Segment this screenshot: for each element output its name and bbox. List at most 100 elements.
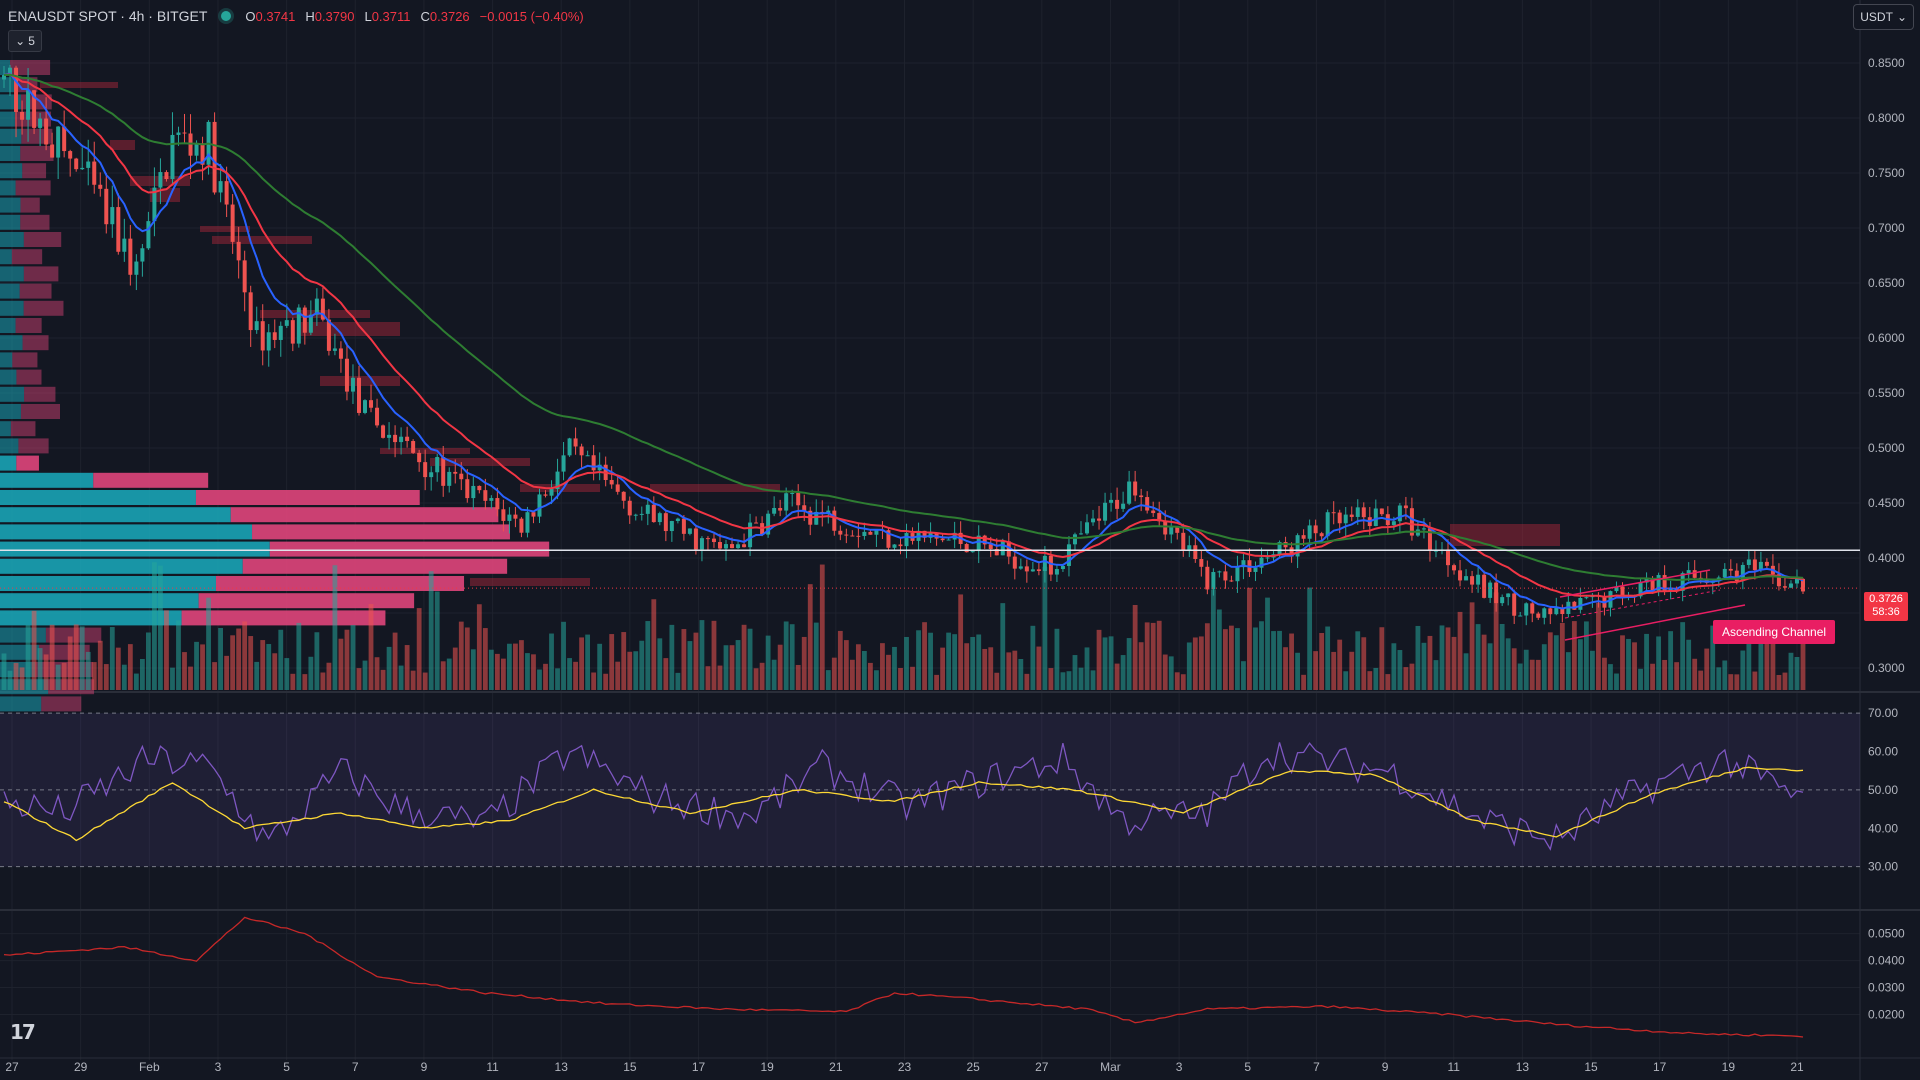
candle-body [609, 480, 614, 485]
volume-bar [1216, 609, 1222, 690]
lower-indicator-pane[interactable] [3, 916, 1804, 1038]
time-axis-label: 11 [1447, 1060, 1460, 1074]
volume-bar [115, 647, 121, 690]
volume-bar [1469, 602, 1475, 690]
volume-profile-bar [0, 352, 13, 368]
volume-bar [19, 667, 25, 690]
volume-bar [1271, 631, 1276, 690]
volume-bar [994, 672, 1000, 690]
supply-zone [1450, 524, 1560, 546]
volume-bar [1108, 636, 1114, 690]
ohlc-high: H0.3790 [305, 8, 355, 24]
time-axis-label: 21 [829, 1060, 843, 1074]
candle-body [1259, 557, 1264, 568]
volume-bar [1042, 566, 1048, 690]
volume-bar [591, 672, 597, 690]
candle-body [459, 473, 464, 480]
candle-body [573, 438, 578, 447]
candle-body [850, 535, 855, 537]
volume-bar [717, 665, 723, 690]
time-axis-label: 7 [352, 1060, 359, 1074]
candle-body [326, 319, 331, 351]
candle-body [194, 143, 199, 156]
candle-body [1530, 603, 1535, 614]
time-axis-label: 17 [1653, 1060, 1667, 1074]
volume-bar [1229, 625, 1234, 690]
candle-body [170, 134, 175, 180]
volume-bar [801, 636, 807, 690]
volume-bar [1571, 621, 1577, 690]
candle-body [1500, 597, 1505, 604]
volume-bar [1150, 622, 1156, 690]
horizontal-levels[interactable] [0, 549, 1860, 589]
last-price-badge: 0.3726 58:36 [1864, 592, 1908, 621]
volume-bar [362, 660, 368, 690]
moving-averages [3, 72, 1804, 610]
candle-body [266, 332, 271, 351]
volume-profile-bar [0, 60, 11, 75]
ascending-channel-drawing[interactable] [1559, 569, 1746, 641]
candle-body [1391, 521, 1396, 526]
price-scale-label: 0.5500 [1868, 386, 1905, 400]
candle-body [236, 241, 241, 261]
volume-profile-bar [16, 369, 42, 385]
candle-body [1181, 532, 1186, 551]
candle-body [1097, 518, 1102, 521]
candle-body [868, 531, 873, 535]
candle-body [1801, 578, 1805, 592]
price-scale-label: 0.8500 [1868, 56, 1905, 70]
volume-bar [37, 648, 43, 690]
candle-body [152, 187, 157, 222]
lower-scale-label: 0.0400 [1868, 954, 1905, 968]
volume-bar [729, 645, 735, 690]
candle-body [1175, 527, 1180, 533]
candlesticks[interactable] [2, 64, 1805, 626]
supply-zone [650, 484, 780, 492]
candle-body [1542, 608, 1547, 618]
volume-bar [1722, 660, 1728, 690]
indicators-collapse-button[interactable]: ⌄ 5 [8, 30, 42, 52]
candle-body [182, 132, 187, 134]
rsi-pane[interactable] [0, 712, 1860, 868]
volume-bar [819, 564, 825, 690]
volume-bar [1788, 652, 1794, 690]
axes: 0.8500 0.8000 0.7500 0.7000 0.6500 0.6000 0.55… [0, 56, 1920, 1074]
candle-body [663, 513, 668, 532]
candle-body [44, 118, 49, 145]
candle-body [1331, 512, 1336, 514]
channel-lower-line [1564, 604, 1746, 641]
volume-bar [133, 673, 139, 690]
volume-bar [278, 629, 284, 690]
volume-bar [1638, 668, 1643, 690]
volume-profile-bar [242, 558, 508, 574]
volume-profile-bar [22, 163, 47, 179]
volume-bar [1385, 674, 1391, 690]
symbol-title[interactable]: ENAUSDT SPOT · 4h · BITGET [8, 8, 208, 24]
candle-body [1030, 569, 1035, 572]
volume-bar [1523, 649, 1529, 690]
volume-bar [813, 622, 819, 690]
candle-body [1078, 533, 1083, 535]
candle-body [62, 126, 67, 152]
candle-body [1403, 505, 1408, 509]
candle-body [230, 204, 235, 242]
currency-selector[interactable]: USDT ⌄ [1853, 4, 1914, 30]
volume-bar [1650, 663, 1655, 690]
ascending-channel-label[interactable]: Ascending Channel [1713, 620, 1835, 644]
candle-body [248, 292, 253, 331]
volume-bar [747, 628, 753, 690]
volume-bar [1463, 653, 1469, 690]
volume-bar [1565, 652, 1571, 690]
volume-bar [380, 669, 386, 690]
volume-bar [1505, 638, 1511, 690]
candle-body [350, 377, 355, 392]
rsi-scale-label: 50.00 [1868, 783, 1898, 797]
volume-bar [759, 662, 765, 690]
volume-bar [1072, 655, 1078, 690]
volume-bar [645, 621, 651, 690]
volume-bar [103, 664, 109, 690]
tradingview-logo-icon[interactable]: 17 [10, 1020, 36, 1044]
volume-bar [206, 597, 211, 690]
volume-bar [67, 636, 73, 690]
